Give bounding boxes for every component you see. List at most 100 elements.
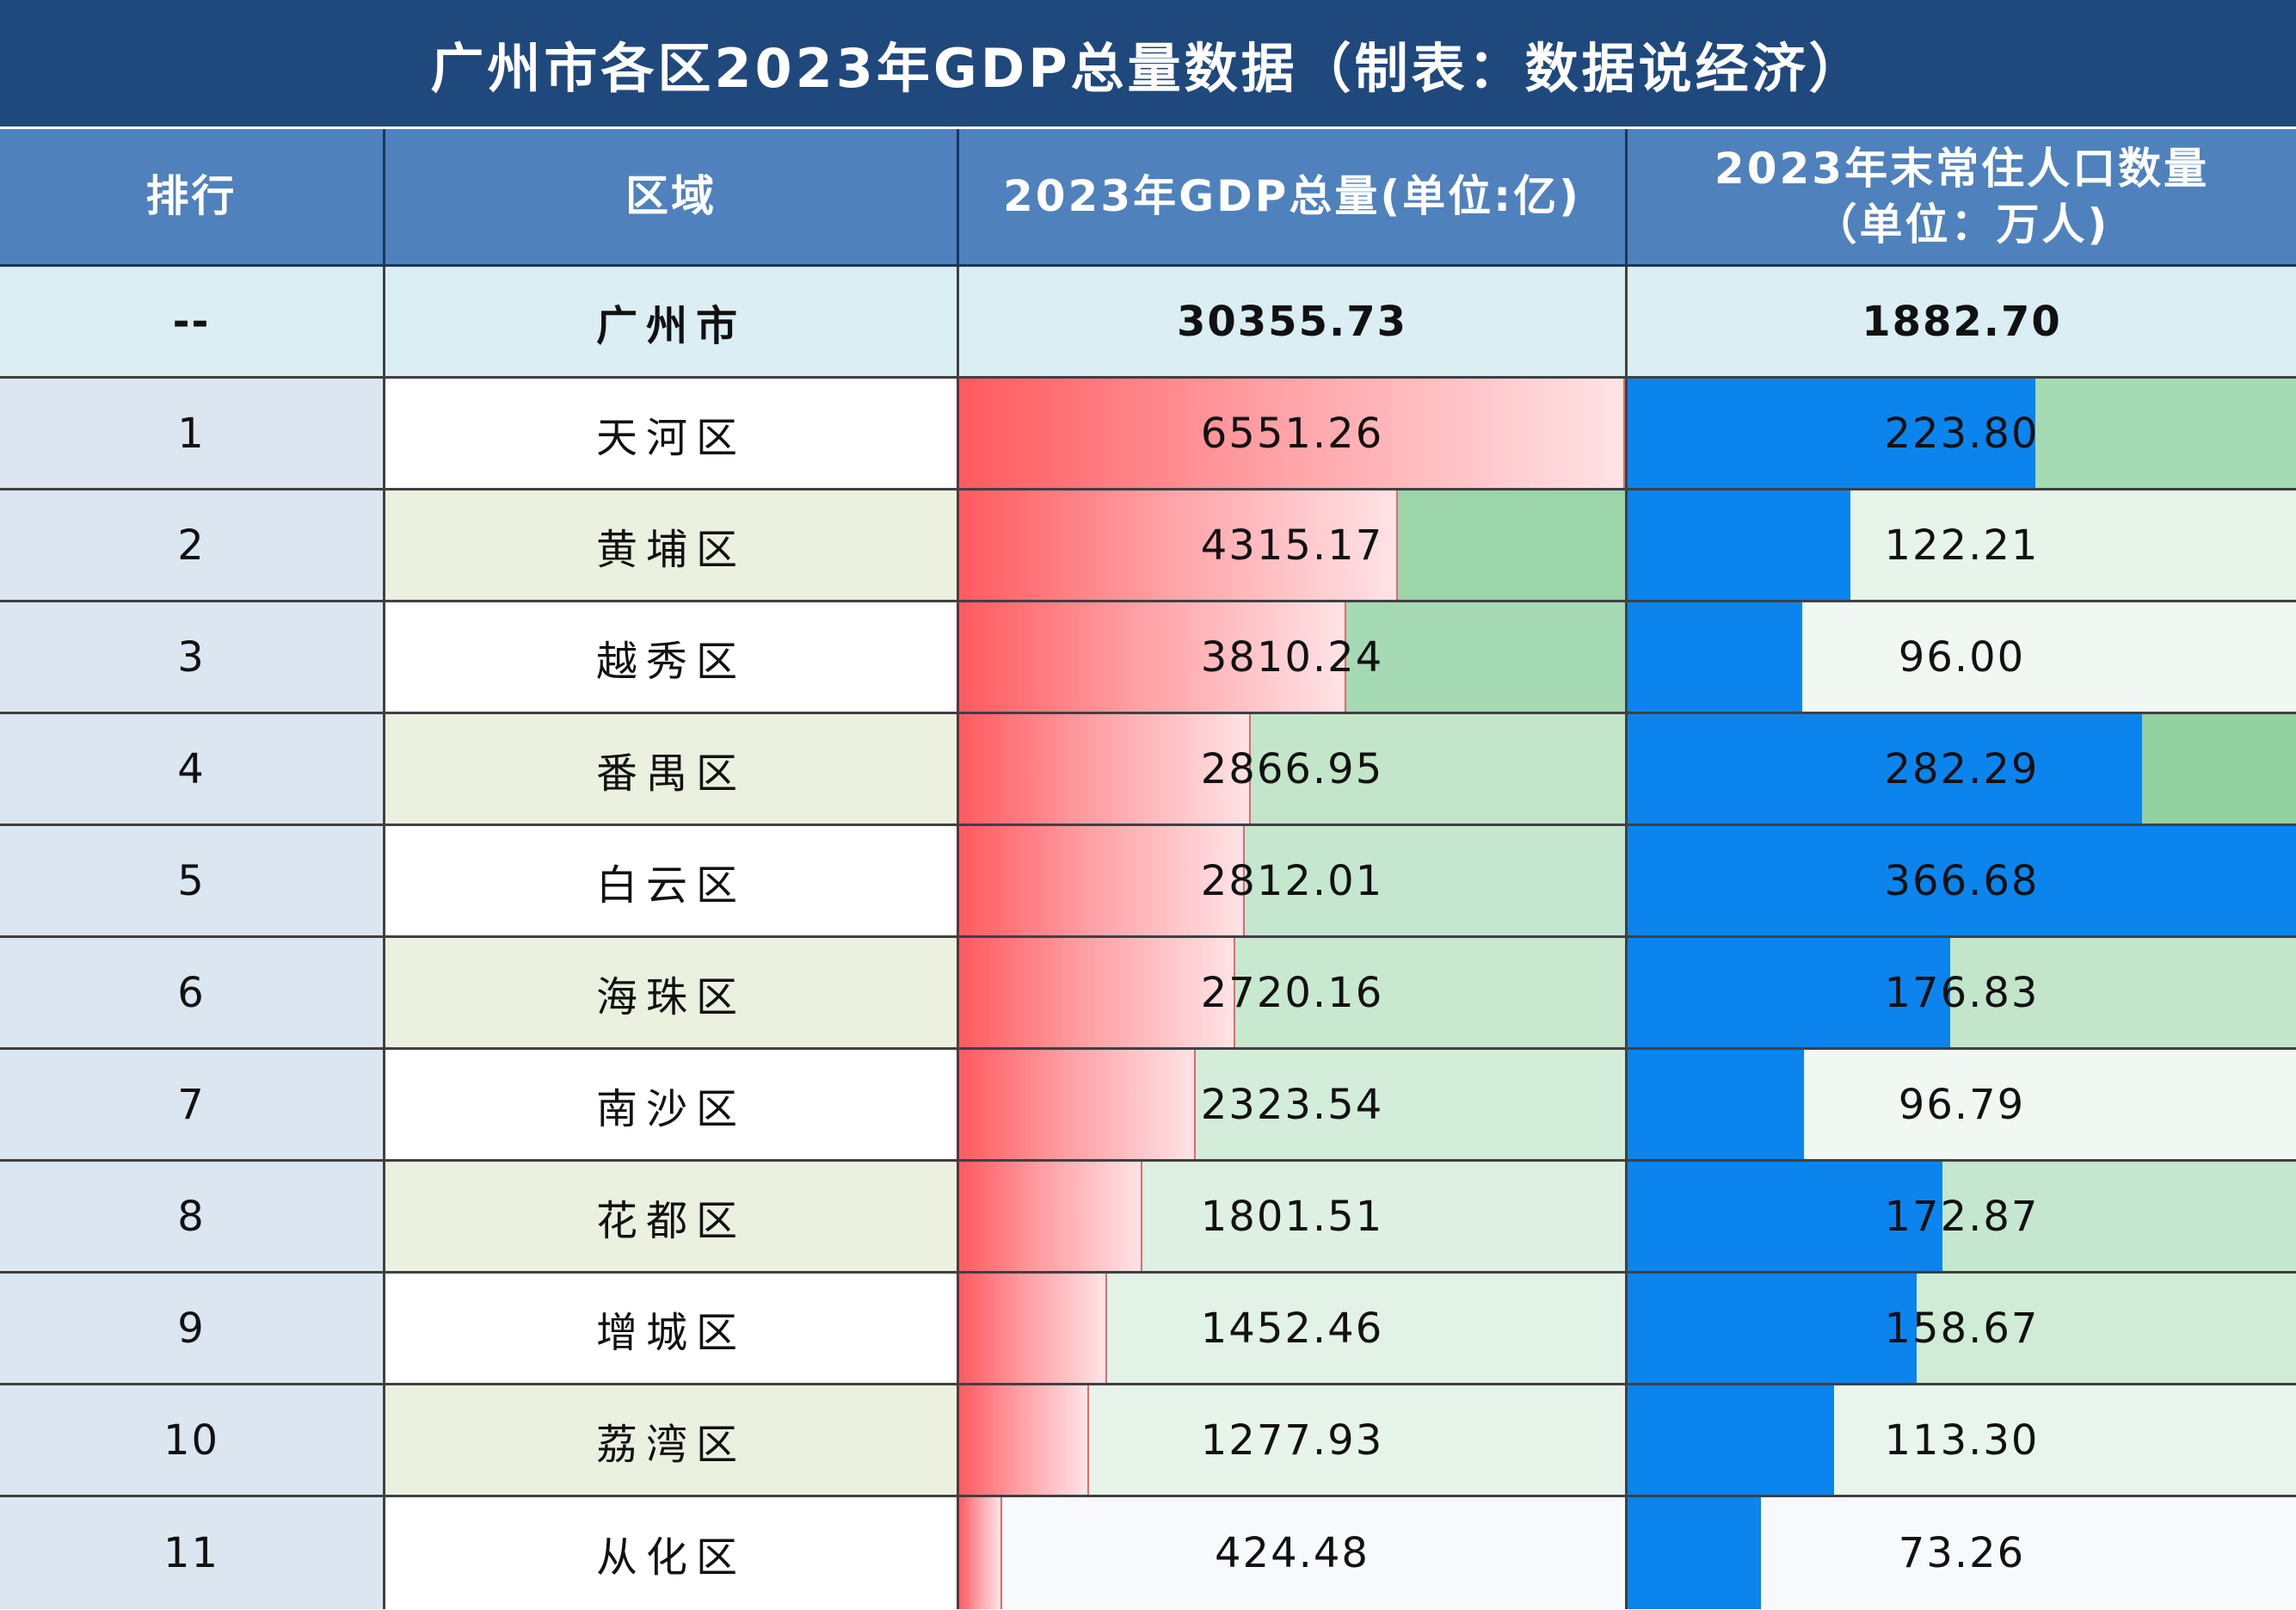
total-pop-cell: 1882.70	[1628, 267, 2296, 379]
gdp-value: 424.48	[1215, 1529, 1370, 1577]
gdp-bar	[959, 1385, 1089, 1495]
district-name: 南沙区	[595, 1084, 746, 1133]
pop-value-cell: 113.30	[1628, 1385, 2296, 1497]
pop-value: 176.83	[1884, 968, 2040, 1017]
header-population-line2: （单位：万人)	[1813, 199, 2110, 250]
population-bar	[1628, 379, 2036, 488]
pop-value-cell: 172.87	[1628, 1162, 2296, 1274]
pop-value: 96.79	[1898, 1080, 2026, 1129]
gdp-bar	[959, 714, 1251, 824]
gdp-bar	[959, 1274, 1107, 1383]
table-row: 8 花都区 1801.51 172.87	[0, 1162, 2296, 1274]
rank-value-cell: 2	[0, 490, 385, 602]
gdp-bar	[959, 826, 1246, 935]
district-name-cell: 增城区	[385, 1274, 959, 1385]
gdp-value-cell: 2812.01	[959, 826, 1628, 938]
rank-value-cell: 8	[0, 1162, 385, 1274]
pop-value: 223.80	[1884, 409, 2040, 458]
pop-value-cell: 158.67	[1628, 1274, 2296, 1385]
total-gdp-cell: 30355.73	[959, 267, 1628, 379]
district-name-cell: 南沙区	[385, 1050, 959, 1162]
header-population: 2023年末常住人口数量 （单位：万人)	[1628, 129, 2296, 267]
rank-value: 2	[177, 521, 206, 570]
gdp-bar	[959, 379, 1625, 488]
gdp-bar	[959, 1162, 1142, 1271]
table-row: 1 天河区 6551.26 223.80	[0, 379, 2296, 490]
gdp-value-cell: 1277.93	[959, 1385, 1628, 1497]
rank-value-cell: 11	[0, 1497, 385, 1609]
header-population-line1: 2023年末常住人口数量	[1714, 143, 2210, 194]
gdp-bar	[959, 602, 1347, 712]
table-row: 6 海珠区 2720.16 176.83	[0, 938, 2296, 1050]
header-rank: 排行	[0, 129, 385, 267]
district-name: 从化区	[595, 1533, 746, 1582]
rank-value-cell: 4	[0, 714, 385, 826]
rank-value-cell: 5	[0, 826, 385, 938]
population-bar	[1628, 1497, 1762, 1609]
population-bar	[1628, 826, 2296, 935]
gdp-value-cell: 424.48	[959, 1497, 1628, 1609]
header-rank-label: 排行	[145, 171, 237, 221]
table-row: 4 番禺区 2866.95 282.29	[0, 714, 2296, 826]
gdp-value: 2323.54	[1200, 1080, 1384, 1129]
district-name: 天河区	[595, 413, 746, 462]
pop-value: 113.30	[1884, 1416, 2040, 1465]
rank-value: 8	[177, 1192, 206, 1241]
total-rank-cell: --	[0, 267, 385, 379]
pop-value-cell: 96.00	[1628, 602, 2296, 714]
rank-value: 10	[163, 1416, 220, 1465]
gdp-value-cell: 1801.51	[959, 1162, 1628, 1274]
gdp-bar	[959, 1050, 1196, 1159]
table-row: 5 白云区 2812.01 366.68	[0, 826, 2296, 938]
pop-value: 158.67	[1884, 1304, 2040, 1353]
gdp-value: 2812.01	[1200, 856, 1384, 905]
district-name-cell: 从化区	[385, 1497, 959, 1609]
rank-value: 6	[177, 968, 206, 1017]
rank-value-cell: 6	[0, 938, 385, 1050]
pop-value: 172.87	[1884, 1192, 2040, 1241]
rank-value-cell: 3	[0, 602, 385, 714]
gdp-value: 2720.16	[1200, 968, 1384, 1017]
pop-value: 96.00	[1898, 632, 2026, 682]
district-name: 白云区	[595, 861, 746, 910]
rank-value: 3	[177, 632, 206, 682]
rank-value: 11	[163, 1529, 220, 1577]
pop-value-cell: 366.68	[1628, 826, 2296, 938]
table-row: 2 黄埔区 4315.17 122.21	[0, 490, 2296, 602]
gdp-bar	[959, 490, 1398, 600]
pop-value-cell: 73.26	[1628, 1497, 2296, 1609]
gdp-value-cell: 3810.24	[959, 602, 1628, 714]
district-name: 荔湾区	[595, 1420, 746, 1469]
rank-value-cell: 7	[0, 1050, 385, 1162]
pop-value-cell: 223.80	[1628, 379, 2296, 490]
header-gdp-label: 2023年GDP总量(单位:亿)	[1002, 171, 1582, 221]
total-gdp: 30355.73	[1176, 297, 1408, 346]
table-title: 广州市各区2023年GDP总量数据（制表：数据说经济）	[0, 0, 2296, 129]
total-pop: 1882.70	[1862, 297, 2062, 346]
population-bar	[1628, 1274, 1917, 1383]
district-name-cell: 白云区	[385, 826, 959, 938]
table-row: 9 增城区 1452.46 158.67	[0, 1274, 2296, 1385]
rank-value-cell: 9	[0, 1274, 385, 1385]
pop-value-cell: 96.79	[1628, 1050, 2296, 1162]
rank-value: 5	[177, 856, 206, 905]
gdp-value-cell: 2720.16	[959, 938, 1628, 1050]
rank-value: 9	[177, 1304, 206, 1353]
population-bar	[1628, 602, 1803, 712]
district-name-cell: 海珠区	[385, 938, 959, 1050]
rank-value-cell: 10	[0, 1385, 385, 1497]
population-bar	[1628, 1385, 1835, 1495]
gdp-bar	[959, 1497, 1003, 1609]
district-name-cell: 番禺区	[385, 714, 959, 826]
pop-value-cell: 122.21	[1628, 490, 2296, 602]
rank-value-cell: 1	[0, 379, 385, 490]
gdp-value: 1452.46	[1200, 1304, 1384, 1353]
gdp-value-cell: 2323.54	[959, 1050, 1628, 1162]
gdp-value: 6551.26	[1200, 409, 1384, 458]
total-district-cell: 广州市	[385, 267, 959, 379]
total-rank: --	[172, 297, 211, 346]
gdp-value: 2866.95	[1200, 744, 1384, 793]
district-name-cell: 天河区	[385, 379, 959, 490]
gdp-value-cell: 1452.46	[959, 1274, 1628, 1385]
